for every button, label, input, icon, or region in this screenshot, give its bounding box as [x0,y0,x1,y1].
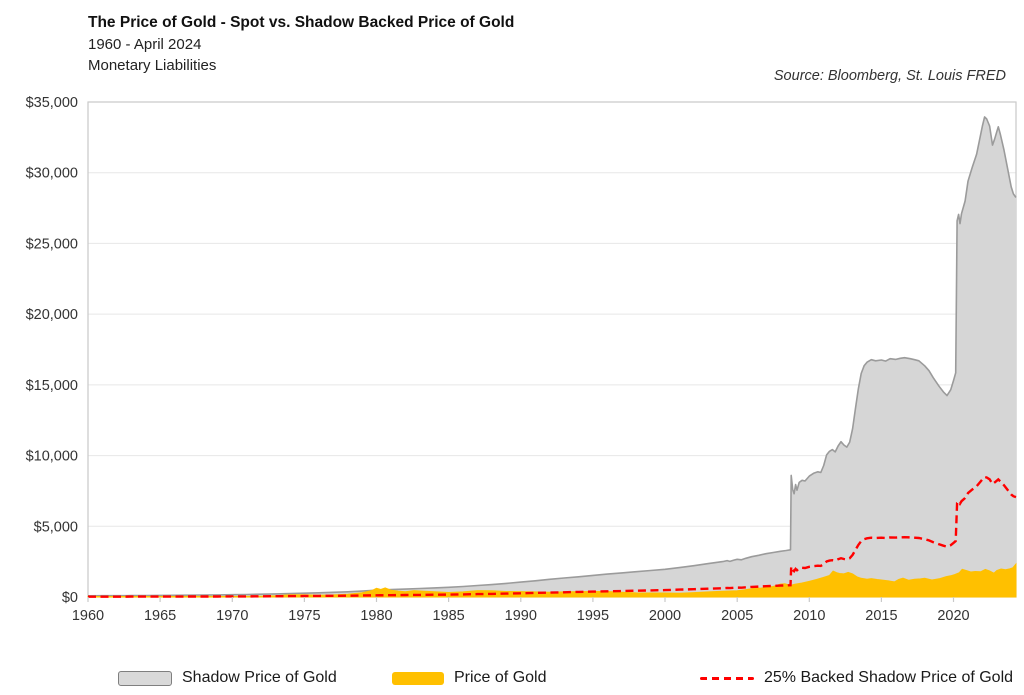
legend-label: 25% Backed Shadow Price of Gold [764,669,1014,686]
legend-item-price-of-gold: Price of Gold [392,664,546,692]
x-tick-label: 1990 [505,608,537,624]
x-tick-label: 1980 [360,608,392,624]
y-tick-label: $5,000 [34,519,78,535]
x-tick-label: 1970 [216,608,248,624]
chart-legend: Shadow Price of Gold Price of Gold 25% B… [0,664,1024,692]
chart-header: The Price of Gold - Spot vs. Shadow Back… [88,12,688,77]
legend-item-shadow-price: Shadow Price of Gold [118,664,337,692]
y-tick-label: $35,000 [26,95,78,111]
y-tick-label: $10,000 [26,449,78,465]
x-tick-label: 1965 [144,608,176,624]
price-of-gold-area-series [87,562,1017,598]
x-tick-label: 1975 [288,608,320,624]
shadow-price-contour [87,116,1017,597]
price-chart-plot: 1960 1965 1970 1975 1980 1985 1990 1995 2000 2005… [26,95,1017,624]
x-tick-label: 2000 [649,608,681,624]
chart-period: 1960 - April 2024 [88,36,202,53]
chart-title: The Price of Gold - Spot vs. Shadow Back… [88,14,515,31]
shadow-price-area-series [88,116,1016,598]
y-tick-label: $20,000 [26,307,78,323]
y-tick-label: $30,000 [26,166,78,182]
x-tick-label: 1995 [577,608,609,624]
legend-label: Price of Gold [454,669,547,686]
source-attribution: Source: Bloomberg, St. Louis FRED [773,68,1006,84]
price-of-gold-swatch-icon [392,671,444,685]
backed-shadow-price-line-series [88,475,1017,598]
legend-item-25pct-backed: 25% Backed Shadow Price of Gold [700,664,1013,692]
x-tick-label: 2010 [793,608,825,624]
y-tick-label: $15,000 [26,378,78,394]
red-dashed-line-swatch-icon [700,676,754,680]
chart-context: Monetary Liabilities [88,57,217,75]
x-tick-label: 2020 [937,608,969,624]
y-tick-label: $25,000 [26,236,78,252]
x-tick-label: 1960 [72,608,104,624]
x-tick-label: 2005 [721,608,753,624]
shadow-price-swatch-icon [118,670,172,686]
x-tick-label: 1985 [432,608,464,624]
legend-label: Shadow Price of Gold [182,669,337,686]
x-tick-label: 2015 [865,608,897,624]
y-tick-label: $0 [62,590,78,606]
